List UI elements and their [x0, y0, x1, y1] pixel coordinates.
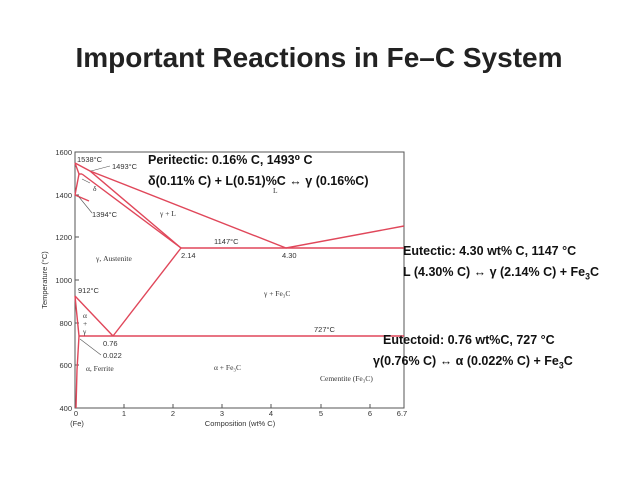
peritectic-line2: δ(0.11% C) + L(0.51)%C ↔ γ (0.16%C)	[148, 174, 369, 188]
label-4-30: 4.30	[282, 251, 297, 260]
region-alpha-gamma-a: α	[83, 311, 87, 320]
x-tick-label: 5	[319, 409, 323, 418]
label-727: 727°C	[314, 325, 336, 334]
label-2-14: 2.14	[181, 251, 196, 260]
x-origin-label: (Fe)	[70, 419, 84, 428]
region-alpha-gamma-plus: +	[83, 319, 87, 328]
x-tick-label: 0	[74, 409, 78, 418]
region-labels: L γ + L γ, Austenite γ + Fe₃C α + Fe₃C α…	[82, 184, 373, 383]
eutectoid-line1: Eutectoid: 0.76 wt%C, 727 °C	[383, 333, 555, 347]
x-axis-label: Composition (wt% C)	[205, 419, 276, 428]
label-0-022: 0.022	[103, 351, 122, 360]
eutectoid-line2-end: C	[563, 354, 573, 368]
y-tick-label: 800	[59, 319, 72, 328]
y-axis-label: Temperature (°C)	[40, 251, 49, 309]
eutectic-line1: Eutectic: 4.30 wt% C, 1147 °C	[403, 244, 577, 258]
region-liquid: L	[273, 186, 278, 195]
x-tick-label: 2	[171, 409, 175, 418]
x-tick-label: 3	[220, 409, 224, 418]
region-alpha-ferrite: α, Ferrite	[86, 364, 114, 373]
x-tick-label: 1	[122, 409, 126, 418]
label-1493: 1493°C	[112, 162, 138, 171]
eutectic-line2: L (4.30% C) ↔ γ (2.14% C) + Fe3C	[403, 262, 599, 283]
y-tick-label: 400	[59, 404, 72, 413]
slide-title: Important Reactions in Fe–C System	[75, 42, 563, 73]
region-alpha-gamma-g: γ	[82, 327, 87, 336]
point-labels: 1538°C 1493°C 1394°C 1147°C 912°C 727°C …	[77, 155, 336, 360]
eutectoid-subscript: 3	[558, 360, 564, 371]
y-tick-label: 1600	[55, 148, 72, 157]
y-ticks: 1600 1400 1200 1000 800 600 400	[55, 148, 79, 413]
region-austenite: γ, Austenite	[95, 254, 132, 263]
eutectoid-line2: γ(0.76% C) ↔ α (0.022% C) + Fe3C	[373, 351, 573, 372]
eutectic-subscript: 3	[585, 271, 590, 282]
eutectic-line2-text: L (4.30% C) ↔ γ (2.14% C) + Fe	[403, 265, 586, 279]
eutectic-annotation: Eutectic: 4.30 wt% C, 1147 °C L (4.30% C…	[403, 241, 599, 283]
phase-boundaries	[74, 162, 405, 409]
y-tick-label: 1200	[55, 233, 72, 242]
y-tick-label: 600	[59, 361, 72, 370]
label-1394: 1394°C	[92, 210, 118, 219]
x-tick-label: 6	[368, 409, 372, 418]
y-tick-label: 1400	[55, 191, 72, 200]
peritectic-line1: Peritectic: 0.16% C, 1493⁰ C	[148, 153, 313, 167]
label-1538: 1538°C	[77, 155, 103, 164]
x-ticks: 0 1 2 3 4 5 6 6.7 (Fe) Composition (wt% …	[70, 404, 407, 428]
eutectic-line2-end: C	[590, 265, 600, 279]
label-912: 912°C	[78, 286, 100, 295]
y-tick-label: 1000	[55, 276, 72, 285]
eutectoid-annotation: Eutectoid: 0.76 wt%C, 727 °C γ(0.76% C) …	[373, 330, 573, 372]
x-tick-label: 6.7	[397, 409, 407, 418]
peritectic-annotation: Peritectic: 0.16% C, 1493⁰ C δ(0.11% C) …	[148, 150, 369, 192]
region-gamma-fe3c: γ + Fe₃C	[263, 289, 290, 298]
x-tick-label: 4	[269, 409, 273, 418]
region-gamma-l: γ + L	[159, 209, 176, 218]
eutectoid-line2-text: γ(0.76% C) ↔ α (0.022% C) + Fe	[373, 354, 559, 368]
region-alpha-fe3c: α + Fe₃C	[214, 363, 241, 372]
region-delta: δ	[93, 184, 97, 193]
leader-lines	[78, 165, 111, 356]
region-cementite: Cementite (Fe₃C)	[320, 374, 373, 383]
label-0-76: 0.76	[103, 339, 118, 348]
label-1147: 1147°C	[214, 237, 239, 246]
